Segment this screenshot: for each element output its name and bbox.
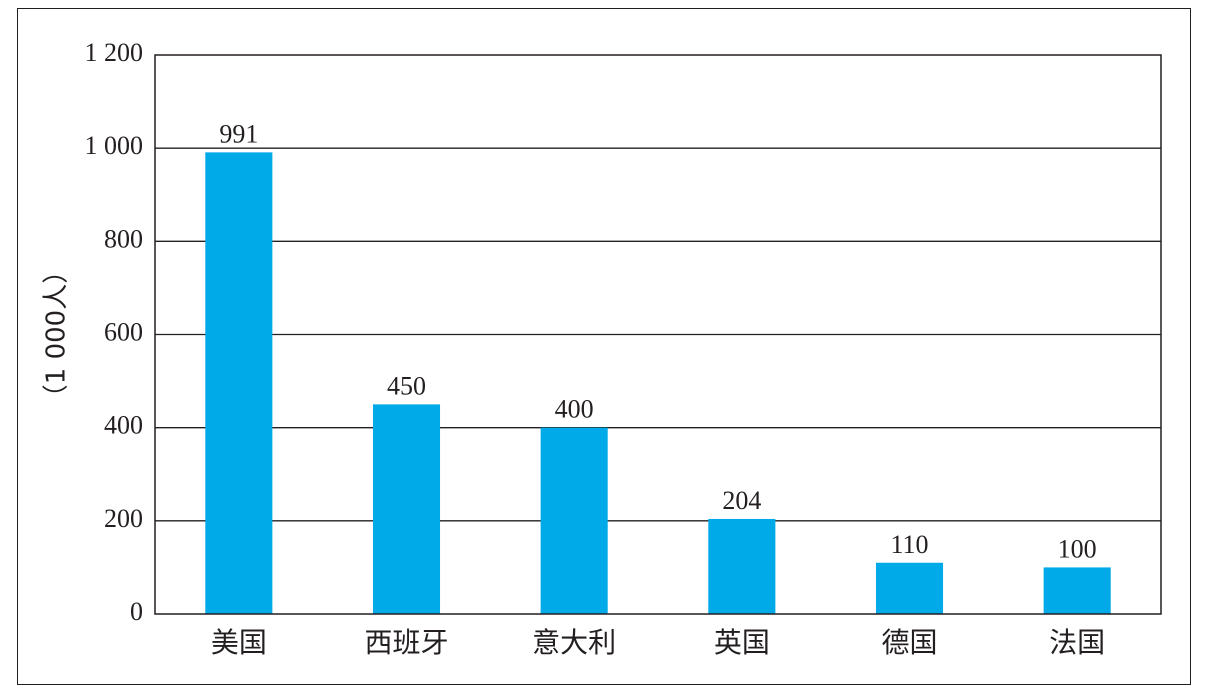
y-axis-label: （1 000人） <box>42 258 72 410</box>
gridlines <box>155 147 1161 522</box>
y-tick-labels: 0 200 400 600 800 1 000 1 200 <box>85 38 144 626</box>
category-label: 英国 <box>714 626 770 659</box>
y-tick-label: 0 <box>130 597 143 626</box>
category-label: 德国 <box>881 626 937 659</box>
category-label: 西班牙 <box>364 626 448 659</box>
bars <box>205 152 1111 614</box>
y-tick-label: 200 <box>104 504 143 533</box>
y-tick-label: 400 <box>104 411 143 440</box>
category-label: 意大利 <box>532 626 616 659</box>
data-label: 204 <box>722 486 761 515</box>
bar-4 <box>875 562 944 614</box>
bar-1 <box>372 404 441 614</box>
category-labels: 美国 西班牙 意大利 英国 德国 法国 <box>211 626 1105 659</box>
data-label: 400 <box>555 395 594 424</box>
bar-3 <box>708 518 776 614</box>
y-tick-label: 600 <box>104 317 143 346</box>
category-label: 法国 <box>1049 626 1105 659</box>
plot-area-border <box>154 54 1162 615</box>
bar-5 <box>1043 567 1111 614</box>
y-tick-label: 1 200 <box>85 38 144 67</box>
y-tick-label: 1 000 <box>85 131 144 160</box>
data-label: 991 <box>219 119 258 148</box>
chart-frame <box>17 8 1191 685</box>
data-labels: 991 450 400 204 110 100 <box>219 119 1096 563</box>
data-label: 450 <box>387 371 426 400</box>
category-label: 美国 <box>211 626 267 659</box>
bar-0 <box>205 152 273 614</box>
bar-2 <box>540 427 608 614</box>
y-tick-label: 800 <box>104 224 143 253</box>
data-label: 110 <box>890 530 928 559</box>
data-label: 100 <box>1058 534 1097 563</box>
